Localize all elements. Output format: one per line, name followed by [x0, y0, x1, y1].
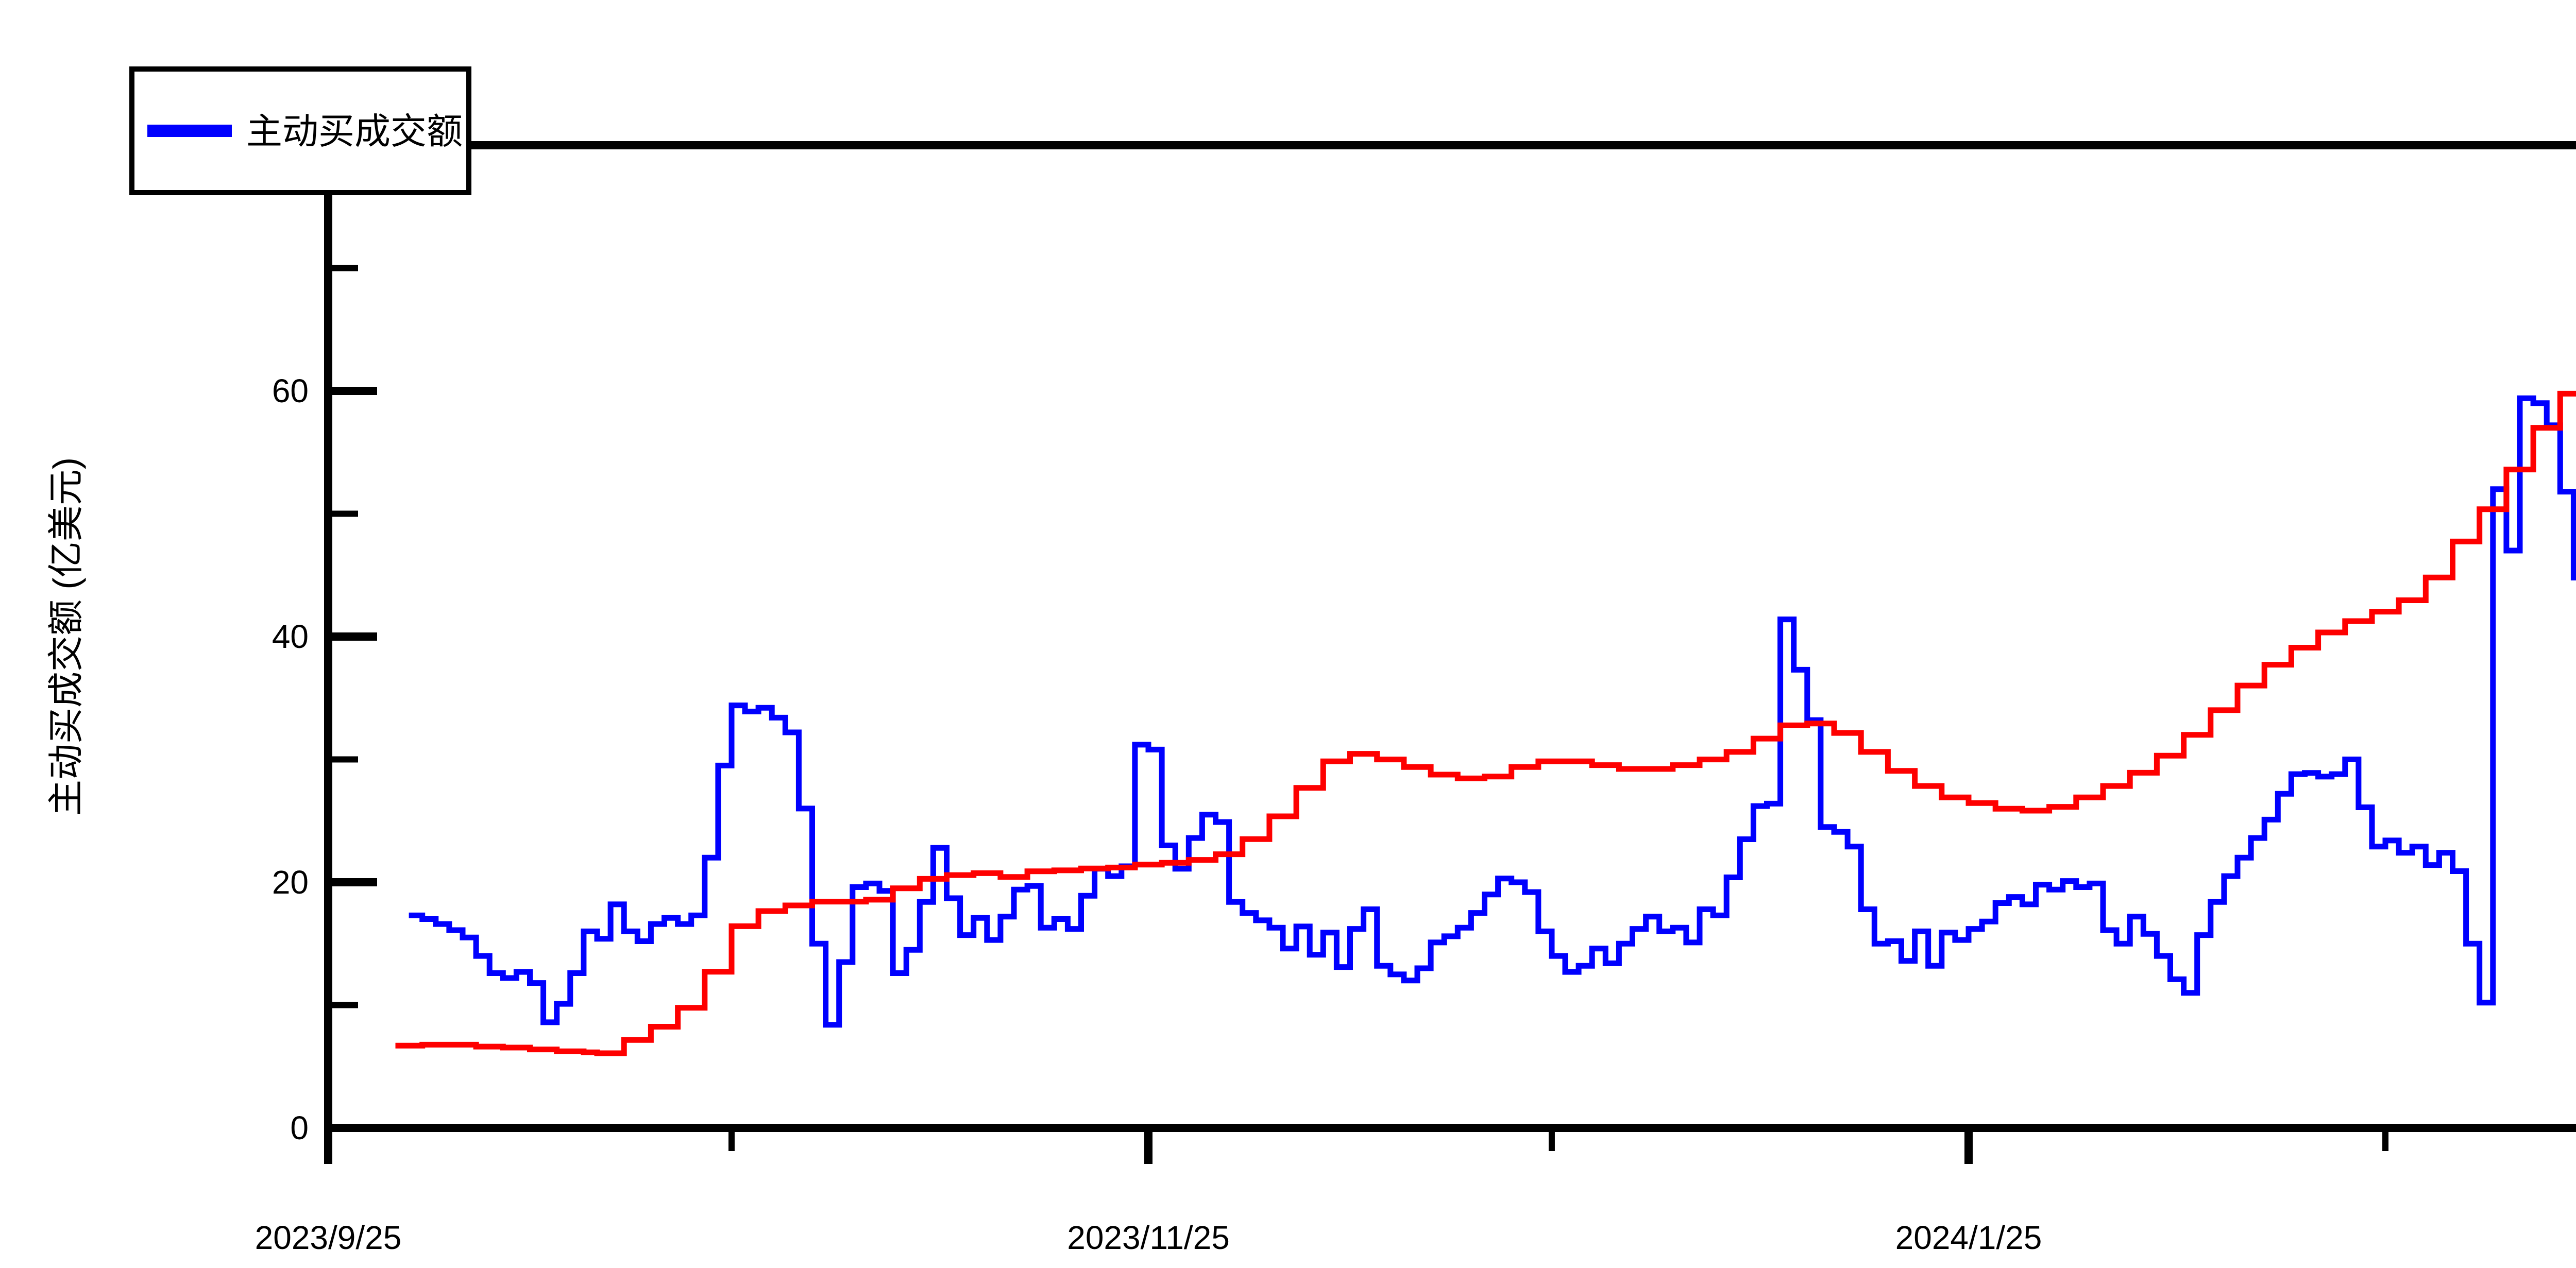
x-axis-date-label: 2023/11/25	[1067, 1219, 1230, 1256]
y-left-axis-title: 主动买成交额 (亿美元)	[46, 457, 86, 816]
x-axis-date-label: 2024/1/25	[1895, 1219, 2042, 1256]
plot-frame	[324, 141, 2576, 1132]
price-series-line	[395, 390, 2576, 1056]
x-axis-date-label: 2023/9/25	[255, 1219, 402, 1256]
volume-series-line	[409, 395, 2576, 1028]
data-series	[395, 390, 2576, 1056]
y-left-tick-label: 40	[272, 618, 309, 655]
y-left-tick-label: 60	[272, 372, 309, 409]
y-left-tick-label: 20	[272, 864, 309, 901]
legend-volume: 主动买成交额	[129, 66, 471, 195]
y-left-tick-label: 0	[290, 1109, 309, 1146]
legend-volume-box	[129, 66, 471, 195]
axis-ticks: 0204060802500030000350004000045000500005…	[255, 127, 2389, 1256]
legend-volume-label: 主动买成交额	[246, 111, 463, 151]
